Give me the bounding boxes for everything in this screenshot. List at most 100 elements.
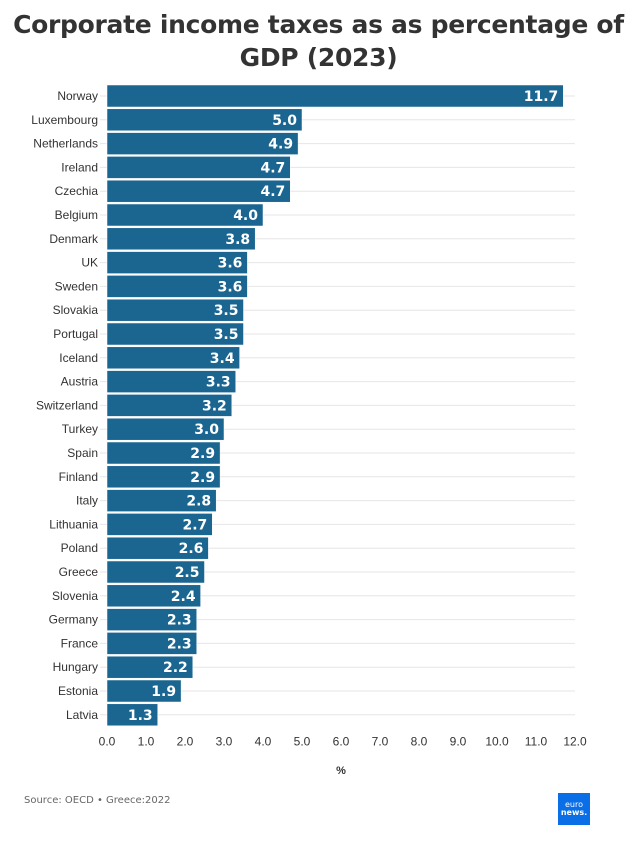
- data-label: 3.5: [214, 303, 239, 319]
- category-label: Portugal: [53, 327, 98, 341]
- bar-denmark: [106, 227, 256, 251]
- data-label: 3.0: [194, 422, 219, 438]
- category-label: Netherlands: [33, 137, 98, 151]
- x-tick-label: 3.0: [216, 735, 233, 749]
- data-label: 4.0: [233, 208, 258, 224]
- data-label: 4.7: [260, 184, 285, 200]
- category-label: Ireland: [61, 160, 98, 174]
- category-label: Slovenia: [52, 589, 98, 603]
- bar-latvia: [106, 703, 158, 727]
- category-label: Italy: [76, 494, 98, 508]
- category-label: Belgium: [55, 208, 98, 222]
- data-label: 2.6: [179, 541, 204, 557]
- category-label: Germany: [49, 613, 98, 627]
- x-tick-label: 0.0: [99, 735, 116, 749]
- x-tick-labels: 0.0 1.0 2.0 3.0 4.0 5.0 6.0 7.0 8.0 9.0 10.0 11.0 12…: [99, 735, 587, 749]
- euronews-logo: euro news.: [558, 793, 590, 825]
- x-tick-label: 4.0: [255, 735, 272, 749]
- bar-iceland: [106, 346, 240, 370]
- data-label: 2.4: [171, 589, 196, 605]
- category-label: Switzerland: [36, 398, 98, 412]
- category-label: Sweden: [55, 279, 98, 293]
- category-label: Denmark: [49, 232, 99, 246]
- category-label: Greece: [59, 565, 99, 579]
- data-label: 2.3: [167, 613, 192, 629]
- category-label: Norway: [57, 89, 98, 103]
- data-label: 3.3: [206, 375, 231, 391]
- category-label: France: [61, 636, 99, 650]
- category-label: Finland: [59, 470, 98, 484]
- source-note: Source: OECD • Greece:2022: [24, 795, 171, 806]
- category-labels: Norway Luxembourg Netherlands Ireland Czechi…: [31, 89, 99, 722]
- data-label: 3.8: [225, 232, 250, 248]
- data-labels: 11.75.04.94.74.74.03.83.63.63.53.53.43.3…: [128, 89, 558, 724]
- category-label: Austria: [61, 375, 99, 389]
- x-tick-label: 9.0: [450, 735, 467, 749]
- chart-title: Corporate income taxes as as percentage …: [0, 8, 637, 74]
- data-label: 2.3: [167, 636, 192, 652]
- bar-finland: [106, 465, 221, 489]
- data-label: 2.8: [186, 494, 211, 510]
- category-label: Latvia: [66, 708, 98, 722]
- data-label: 3.5: [214, 327, 239, 343]
- bar-belgium: [106, 203, 264, 227]
- x-tick-label: 7.0: [372, 735, 389, 749]
- category-label: Poland: [61, 541, 98, 555]
- category-label: Estonia: [58, 684, 98, 698]
- bar-ireland: [106, 156, 291, 179]
- bar-spain: [106, 441, 221, 465]
- bar-czechia: [106, 179, 291, 203]
- bar-luxembourg: [106, 108, 303, 132]
- x-axis-label: %: [336, 765, 346, 777]
- data-label: 4.9: [268, 137, 293, 153]
- data-label: 3.4: [210, 351, 235, 367]
- bar-switzerland: [106, 394, 233, 417]
- data-label: 2.5: [175, 565, 200, 581]
- bar-sweden: [106, 275, 248, 298]
- category-label: Spain: [67, 446, 98, 460]
- chart-title-line-2: GDP (2023): [239, 43, 398, 72]
- data-label: 3.2: [202, 398, 227, 414]
- bar-hungary: [106, 655, 194, 679]
- bar-germany: [106, 608, 197, 631]
- bar-france: [106, 632, 197, 655]
- bars: [106, 84, 564, 727]
- bar-chart: Norway Luxembourg Netherlands Ireland Czechi…: [31, 84, 587, 777]
- chart-title-line-1: Corporate income taxes as as percentage …: [13, 10, 624, 39]
- data-label: 2.7: [182, 517, 207, 533]
- data-label: 1.9: [151, 684, 176, 700]
- x-tick-label: 12.0: [563, 735, 587, 749]
- bar-turkey: [106, 417, 225, 441]
- category-label: Iceland: [59, 351, 98, 365]
- x-tick-label: 1.0: [138, 735, 155, 749]
- bar-greece: [106, 560, 205, 584]
- category-label: UK: [81, 256, 98, 270]
- data-label: 11.7: [524, 89, 559, 105]
- bar-netherlands: [106, 132, 299, 155]
- x-tick-label: 8.0: [411, 735, 428, 749]
- data-label: 5.0: [272, 113, 297, 129]
- category-label: Turkey: [62, 422, 98, 436]
- data-label: 2.9: [190, 470, 215, 486]
- category-label: Slovakia: [53, 303, 99, 317]
- category-label: Lithuania: [49, 517, 98, 531]
- bar-norway: [106, 84, 564, 108]
- category-label: Hungary: [53, 660, 98, 674]
- data-label: 2.9: [190, 446, 215, 462]
- x-tick-label: 11.0: [525, 735, 548, 749]
- x-tick-label: 6.0: [333, 735, 350, 749]
- data-label: 4.7: [260, 160, 285, 176]
- x-tick-label: 5.0: [294, 735, 311, 749]
- bar-portugal: [106, 322, 244, 346]
- data-label: 2.2: [163, 660, 188, 676]
- logo-line-2: news.: [560, 808, 588, 817]
- bar-estonia: [106, 679, 182, 703]
- bar-austria: [106, 370, 236, 393]
- category-label: Luxembourg: [31, 113, 98, 127]
- data-label: 3.6: [218, 256, 243, 272]
- x-tick-label: 2.0: [177, 735, 194, 749]
- data-label: 3.6: [218, 279, 243, 295]
- category-label: Czechia: [55, 184, 99, 198]
- bar-lithuania: [106, 513, 213, 536]
- x-tick-label: 10.0: [485, 735, 509, 749]
